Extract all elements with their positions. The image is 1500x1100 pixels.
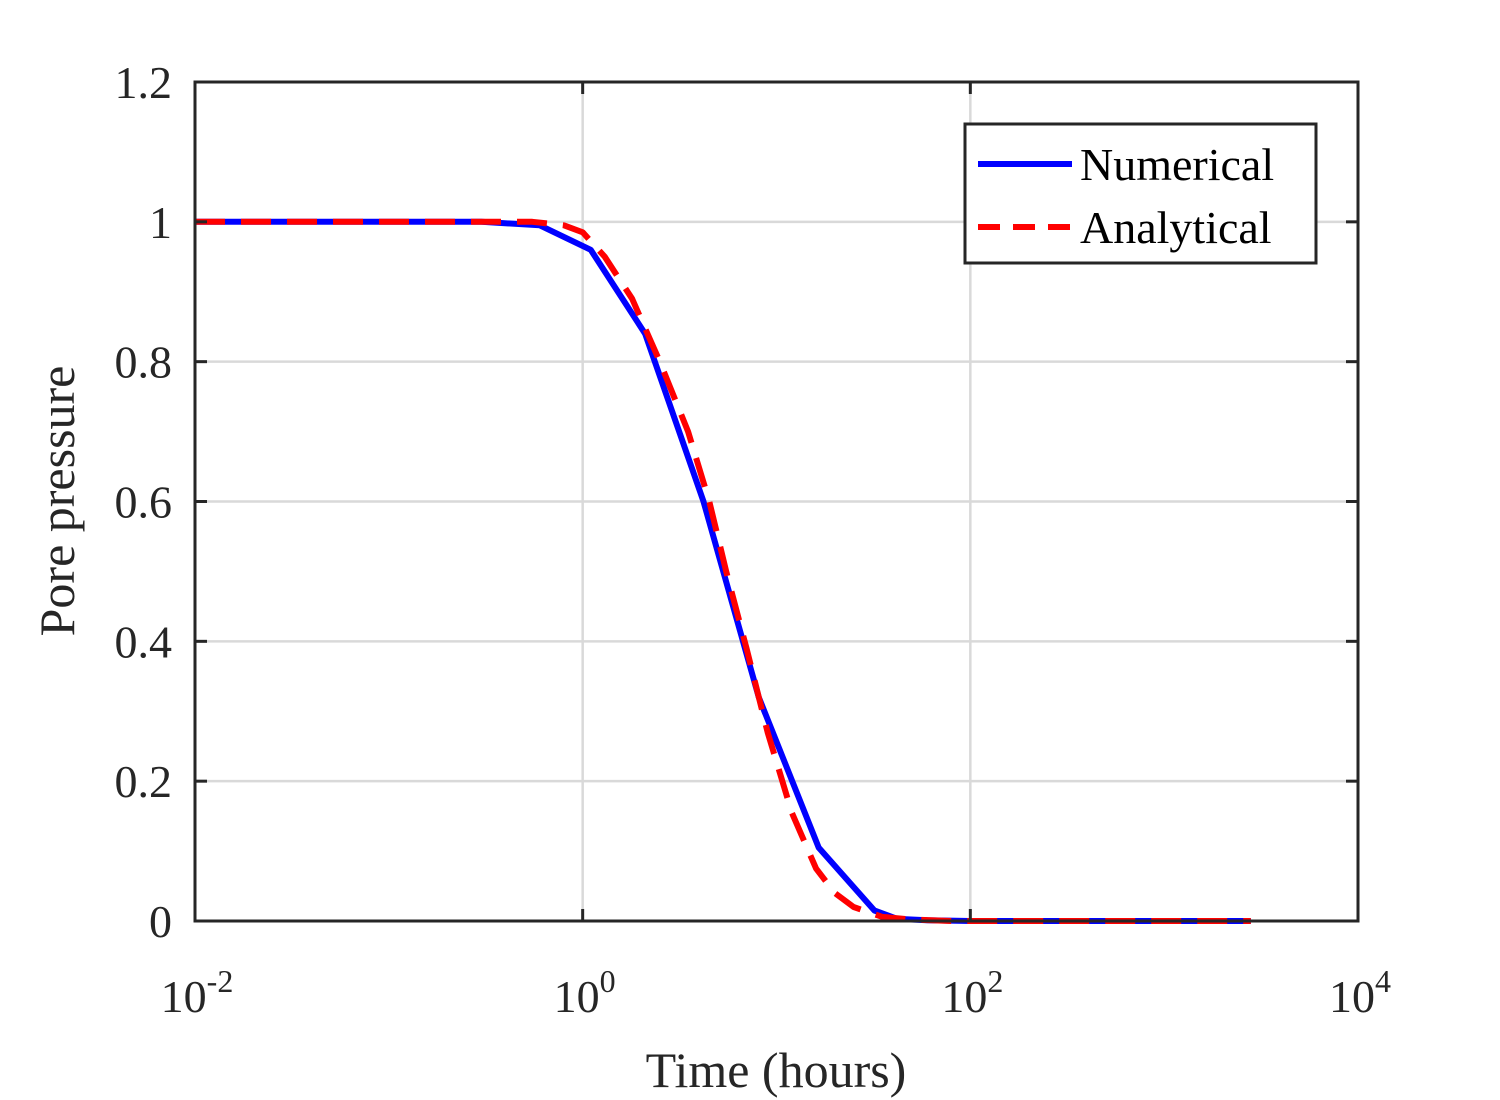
- x-tick-label-base: 10: [941, 971, 987, 1022]
- y-axis-tick-labels: 0 0.2 0.4 0.6 0.8 1 1.2: [115, 57, 173, 947]
- x-axis-label: Time (hours): [646, 1042, 907, 1098]
- x-tick-label: 104: [1329, 963, 1391, 1022]
- x-tick-label: 100: [554, 963, 616, 1022]
- x-tick-label: 10-2: [161, 963, 234, 1022]
- x-tick-label-exponent: -2: [207, 963, 234, 999]
- x-tick-label-base: 10: [1329, 971, 1375, 1022]
- legend-label-analytical: Analytical: [1080, 202, 1272, 253]
- y-tick-label: 1: [149, 197, 172, 248]
- y-tick-label: 1.2: [115, 57, 173, 108]
- legend-box: [963, 122, 1318, 265]
- series-line-analytical: [195, 218, 1251, 924]
- y-tick-label: 0.2: [115, 756, 173, 807]
- y-tick-label: 0.6: [115, 477, 173, 528]
- legend-label-numerical: Numerical: [1080, 139, 1274, 190]
- x-tick-label-exponent: 2: [987, 963, 1003, 999]
- x-axis-tick-labels: 10-2 100 102 104: [161, 963, 1391, 1022]
- x-tick-label: 102: [941, 963, 1003, 1022]
- x-tick-label-exponent: 4: [1375, 963, 1391, 999]
- x-tick-label-base: 10: [161, 971, 207, 1022]
- x-tick-label-exponent: 0: [600, 963, 616, 999]
- y-tick-label: 0.4: [115, 616, 173, 667]
- y-tick-label: 0.8: [115, 337, 173, 388]
- legend: Numerical Analytical: [963, 122, 1318, 265]
- y-tick-label: 0: [149, 896, 172, 947]
- y-axis-label: Pore pressure: [29, 366, 85, 637]
- axis-ticks: [193, 80, 1360, 923]
- x-tick-label-base: 10: [554, 971, 600, 1022]
